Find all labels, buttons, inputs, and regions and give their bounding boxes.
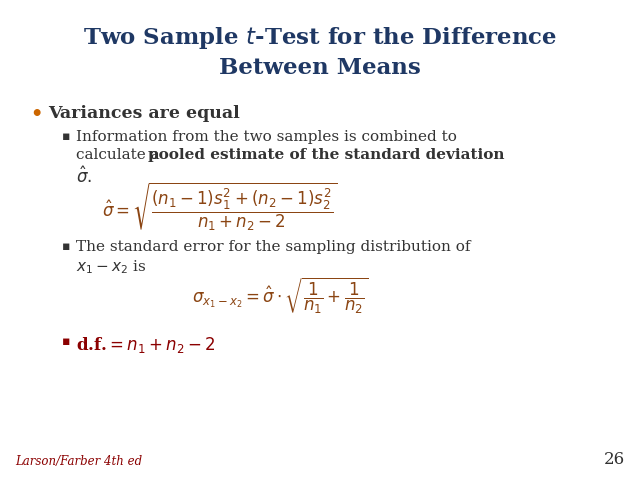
Text: ▪: ▪ [62, 240, 70, 253]
Text: Two Sample $\mathit{t}$-Test for the Difference
Between Means: Two Sample $\mathit{t}$-Test for the Dif… [83, 25, 557, 79]
Text: The standard error for the sampling distribution of: The standard error for the sampling dist… [76, 240, 470, 254]
Text: 26: 26 [604, 451, 625, 468]
Text: Variances are equal: Variances are equal [48, 105, 240, 122]
Text: ▪: ▪ [62, 335, 70, 348]
Text: •: • [30, 105, 42, 124]
Text: $x_1 - x_2$ is: $x_1 - x_2$ is [76, 258, 147, 276]
Text: ▪: ▪ [62, 130, 70, 143]
Text: calculate a: calculate a [76, 148, 164, 162]
Text: pooled estimate of the standard deviation: pooled estimate of the standard deviatio… [148, 148, 504, 162]
Text: $\hat{\sigma}$.: $\hat{\sigma}$. [76, 166, 92, 187]
Text: d.f.$= n_1 + n_2 - 2$: d.f.$= n_1 + n_2 - 2$ [76, 335, 216, 355]
Text: $\hat{\sigma} = \sqrt{\dfrac{(n_1-1)s_1^2+(n_2-1)s_2^2}{n_1+n_2-2}}$: $\hat{\sigma} = \sqrt{\dfrac{(n_1-1)s_1^… [102, 180, 337, 233]
Text: Information from the two samples is combined to: Information from the two samples is comb… [76, 130, 457, 144]
Text: Larson/Farber 4th ed: Larson/Farber 4th ed [15, 455, 142, 468]
Text: $\sigma_{x_1 - x_2} = \hat{\sigma} \cdot \sqrt{\dfrac{1}{n_1}+\dfrac{1}{n_2}}$: $\sigma_{x_1 - x_2} = \hat{\sigma} \cdot… [191, 275, 369, 315]
